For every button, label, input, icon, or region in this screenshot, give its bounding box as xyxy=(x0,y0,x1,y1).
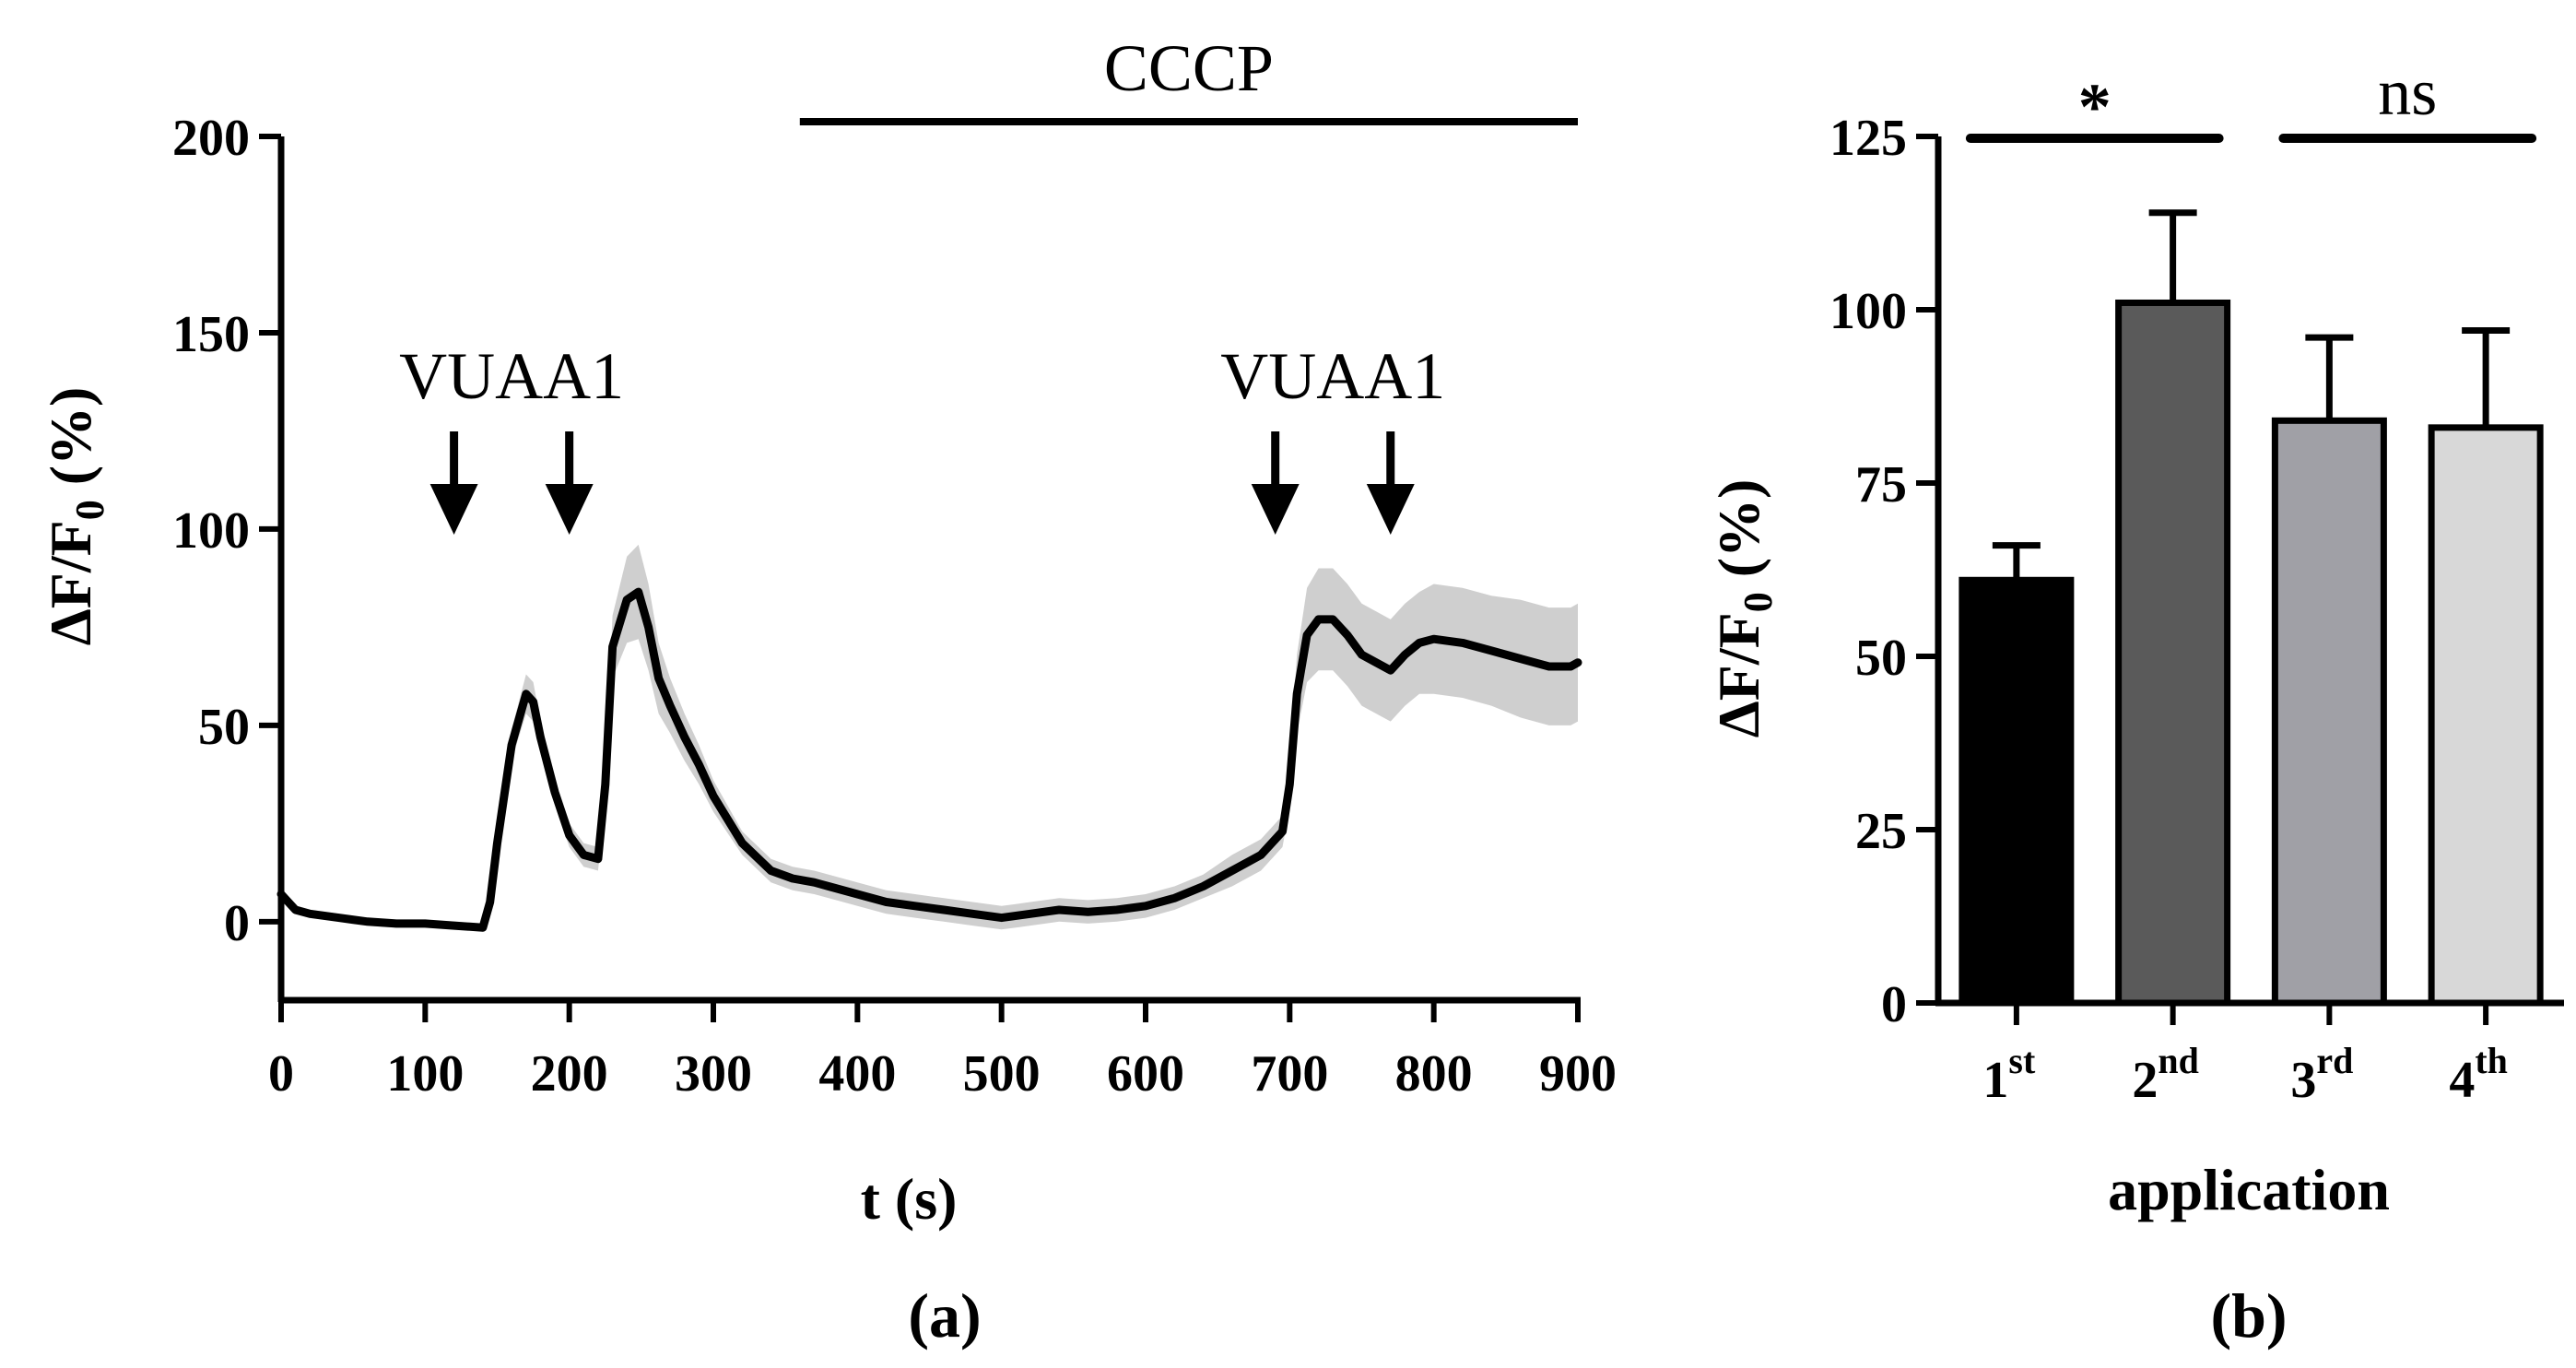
line-chart-panel: 0 50 100 150 200 0 100 200 300 400 500 600 700 800 90… xyxy=(38,31,1617,1350)
x-tick-label: 700 xyxy=(1251,1045,1328,1103)
vuaa1-label: VUAA1 xyxy=(1220,339,1445,413)
category-label: 1st xyxy=(1982,1040,2036,1109)
y-tick-label: 50 xyxy=(1855,630,1907,687)
application-arrow-head xyxy=(1366,484,1415,535)
bar xyxy=(1958,576,2075,1007)
y-tick-label: 0 xyxy=(224,895,250,952)
y-tick-label: 200 xyxy=(172,110,250,167)
y-ticks-a: 0 50 100 150 200 xyxy=(172,110,281,952)
x-tick-label: 300 xyxy=(675,1045,752,1103)
annotations-b: * ns xyxy=(1965,55,2537,144)
y-axis-title-a: ΔF/F0 (%) xyxy=(38,387,112,646)
x-tick-label: 100 xyxy=(386,1045,464,1103)
bar xyxy=(2428,424,2544,1007)
bars-layer xyxy=(1958,209,2544,1007)
x-tick-label: 500 xyxy=(963,1045,1041,1103)
y-tick-label: 75 xyxy=(1855,456,1907,513)
x-tick-label: 800 xyxy=(1395,1045,1473,1103)
sem-band xyxy=(281,544,1578,932)
vuaa1-label: VUAA1 xyxy=(399,339,624,413)
panel-label-a: (a) xyxy=(908,1280,981,1350)
x-tick-label: 600 xyxy=(1107,1045,1184,1103)
category-label: 2nd xyxy=(2132,1040,2199,1109)
x-tick-label: 400 xyxy=(818,1045,896,1103)
significance-label: * xyxy=(2078,70,2111,144)
axes-a xyxy=(277,136,1581,1004)
y-axis-title-b: ΔF/F0 (%) xyxy=(1706,479,1781,738)
application-arrow-head xyxy=(545,484,594,535)
x-ticks-b: 1st 2nd 3rd 4th xyxy=(1982,1003,2508,1109)
x-tick-label: 900 xyxy=(1539,1045,1617,1103)
y-ticks-b: 0 25 50 75 100 125 xyxy=(1829,110,1938,1033)
y-tick-label: 50 xyxy=(198,699,250,756)
significance-label: ns xyxy=(2378,55,2437,129)
x-ticks-a: 0 100 200 300 400 500 600 700 800 900 xyxy=(268,1000,1617,1103)
y-tick-label: 100 xyxy=(172,502,250,560)
y-tick-label: 100 xyxy=(1829,283,1907,340)
y-tick-label: 25 xyxy=(1855,803,1907,860)
application-arrow-head xyxy=(429,484,478,535)
axes-b xyxy=(1935,136,2564,1007)
mean-trace xyxy=(276,587,1582,932)
sem-band-layer xyxy=(281,544,1578,932)
mean-trace-layer xyxy=(276,587,1582,932)
annotations-a: CCCP VUAA1 VUAA1 xyxy=(399,31,1578,535)
category-label: 3rd xyxy=(2290,1040,2353,1109)
y-tick-label: 150 xyxy=(172,306,250,363)
bar xyxy=(2115,299,2231,1007)
application-arrow-head xyxy=(1251,484,1300,535)
y-tick-label: 0 xyxy=(1881,976,1907,1033)
y-tick-label: 125 xyxy=(1829,110,1907,167)
x-axis-title-b: application xyxy=(2108,1157,2390,1222)
bar xyxy=(2271,417,2387,1007)
x-tick-label: 200 xyxy=(531,1045,608,1103)
panel-label-b: (b) xyxy=(2210,1280,2287,1350)
x-tick-label: 0 xyxy=(268,1045,294,1103)
category-label: 4th xyxy=(2449,1040,2508,1109)
cccp-label: CCCP xyxy=(1104,31,1274,105)
x-axis-title-a: t (s) xyxy=(861,1166,958,1232)
bar-chart-panel: 0 25 50 75 100 125 1st 2nd 3rd 4th * ns applicati… xyxy=(1706,55,2564,1350)
